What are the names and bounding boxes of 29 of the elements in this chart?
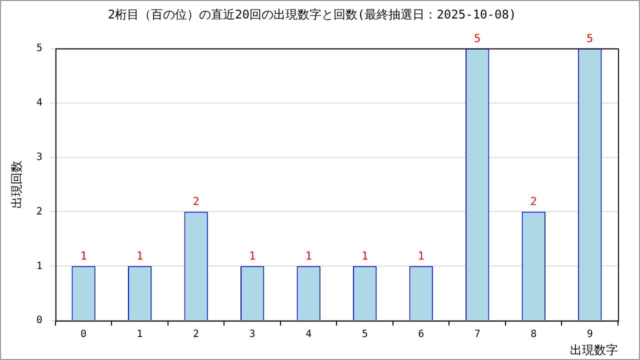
x-tick-label: 1 [136, 329, 143, 340]
data-label: 2 [530, 195, 537, 208]
data-label: 1 [80, 250, 87, 263]
data-label: 5 [586, 32, 594, 45]
x-tick-label: 8 [530, 329, 537, 340]
data-label: 1 [418, 250, 424, 263]
data-label: 1 [249, 250, 256, 263]
data-label: 1 [136, 250, 144, 263]
y-tick-label: 4 [36, 97, 42, 108]
x-tick-label: 4 [306, 329, 312, 340]
data-label: 2 [192, 195, 200, 208]
x-tick-label: 9 [586, 329, 593, 340]
x-tick-label: 2 [193, 329, 200, 340]
x-tick-label: 5 [362, 329, 368, 340]
x-tick-label: 7 [474, 329, 480, 340]
y-tick-label: 5 [36, 42, 42, 54]
x-tick-label: 6 [418, 329, 424, 340]
y-tick-label: 2 [36, 206, 42, 218]
x-axis-title: 出現数字 [570, 342, 618, 357]
y-tick-label: 0 [36, 315, 42, 326]
data-label: 1 [305, 250, 312, 263]
chart-title: 2桁目（百の位）の直近20回の出現数字と回数(最終抽選日：2025-10-08) [108, 7, 516, 22]
y-tick-label: 3 [36, 152, 42, 163]
data-label: 5 [474, 32, 481, 45]
y-axis-title: 出現回数 [9, 160, 24, 208]
data-label: 1 [362, 250, 368, 263]
x-tick-label: 3 [249, 329, 256, 340]
y-tick-label: 1 [36, 260, 42, 272]
x-tick-label: 0 [80, 329, 87, 340]
